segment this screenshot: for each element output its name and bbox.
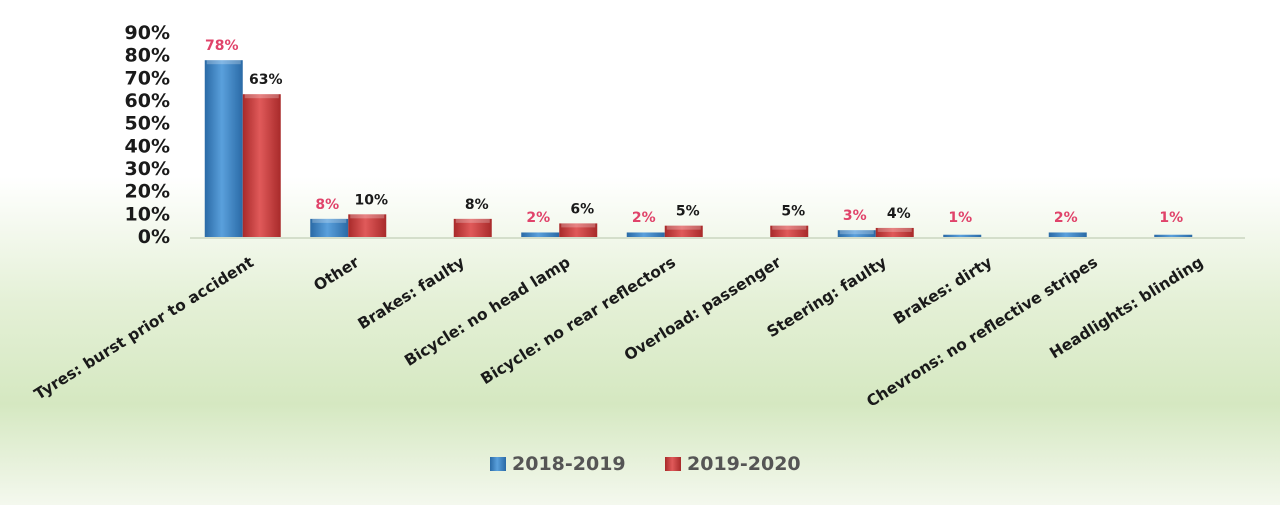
bar-highlight (244, 94, 279, 99)
bar (943, 234, 982, 237)
bar (770, 225, 809, 237)
bar-highlight (312, 218, 347, 223)
data-label: 5% (781, 204, 805, 220)
data-label: 63% (249, 72, 283, 88)
y-tick-label: 50% (125, 113, 170, 135)
bar (1048, 232, 1087, 237)
bar (626, 232, 665, 237)
bar-highlight (455, 218, 490, 223)
data-label: 2% (632, 210, 656, 226)
y-tick-label: 20% (125, 181, 170, 203)
legend-label: 2019-2020 (687, 453, 801, 475)
data-label: 8% (315, 197, 339, 213)
bar (837, 230, 876, 237)
bar (559, 223, 598, 237)
y-tick-label: 60% (125, 90, 170, 112)
data-label: 2% (1054, 210, 1078, 226)
data-label: 5% (676, 204, 700, 220)
y-tick-label: 70% (125, 67, 170, 89)
y-tick-label: 90% (125, 22, 170, 44)
bar-highlight (666, 225, 701, 230)
bar-highlight (350, 214, 385, 219)
bar (1154, 234, 1193, 237)
y-axis: 0%10%20%30%40%50%60%70%80%90% (125, 22, 170, 248)
legend: 2018-2019 2019-2020 (490, 453, 801, 475)
bar-highlight (877, 227, 912, 232)
bar (204, 60, 243, 238)
y-tick-label: 40% (125, 135, 170, 157)
y-tick-label: 10% (125, 203, 170, 225)
bar-highlight (839, 230, 874, 235)
bars (204, 60, 1193, 238)
y-tick-label: 30% (125, 158, 170, 180)
y-tick-label: 80% (125, 45, 170, 67)
data-labels: 78% 63% 8% 10% 8% 2% 6% 2% 5% 5% 3% 4% 1% 2% 1% (205, 38, 1183, 226)
data-label: 1% (948, 210, 972, 226)
data-label: 10% (354, 192, 388, 208)
data-label: 4% (887, 206, 911, 222)
bar (664, 225, 703, 237)
data-label: 78% (205, 38, 239, 54)
bar (521, 232, 560, 237)
bar-highlight (561, 223, 596, 228)
data-label: 2% (526, 210, 550, 226)
bar (310, 218, 349, 237)
bar (242, 94, 281, 237)
legend-swatch (665, 457, 681, 471)
bar (348, 214, 387, 237)
bar-highlight (772, 225, 807, 230)
data-label: 3% (843, 208, 867, 224)
legend-label: 2018-2019 (512, 453, 626, 475)
bar-highlight (206, 60, 241, 65)
y-tick-label: 0% (138, 226, 170, 248)
bar (453, 218, 492, 237)
legend-swatch (490, 457, 506, 471)
data-label: 1% (1159, 210, 1183, 226)
data-label: 8% (465, 197, 489, 213)
bar (875, 227, 914, 237)
data-label: 6% (570, 201, 594, 217)
